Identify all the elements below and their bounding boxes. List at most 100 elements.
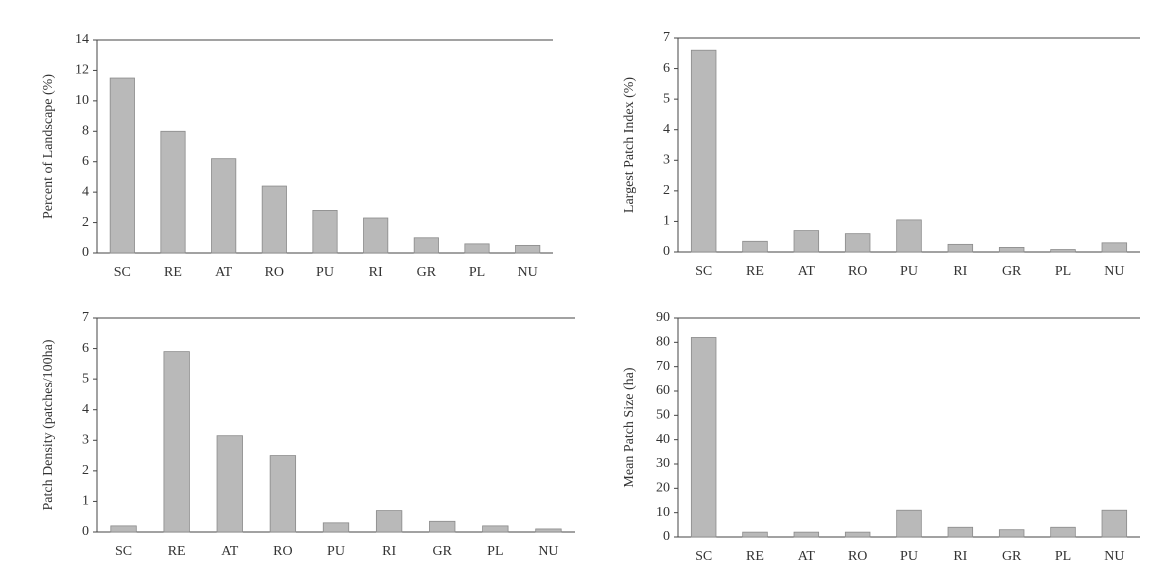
y-tick-label: 5 bbox=[82, 371, 89, 386]
x-tick-label: SC bbox=[695, 549, 712, 564]
x-tick-label: PL bbox=[487, 544, 503, 559]
bar bbox=[793, 230, 820, 253]
x-tick-label: PU bbox=[316, 265, 334, 280]
bar bbox=[269, 455, 297, 533]
bar bbox=[429, 520, 456, 533]
x-tick-label: SC bbox=[695, 264, 712, 279]
y-tick-label: 6 bbox=[82, 341, 89, 356]
bar bbox=[482, 525, 509, 533]
y-tick-label: 2 bbox=[82, 215, 89, 230]
x-tick-label: NU bbox=[538, 544, 558, 559]
y-tick-label: 0 bbox=[663, 529, 670, 544]
x-tick-label: RE bbox=[746, 264, 764, 279]
y-tick-label: 12 bbox=[75, 63, 89, 78]
bar bbox=[1050, 526, 1076, 538]
bar bbox=[896, 509, 922, 538]
x-tick-label: PU bbox=[900, 264, 918, 279]
y-tick-label: 2 bbox=[82, 463, 89, 478]
x-tick-label: RI bbox=[369, 265, 383, 280]
x-tick-label: RI bbox=[953, 264, 967, 279]
y-tick-label: 3 bbox=[82, 433, 89, 448]
bar bbox=[947, 526, 974, 538]
chart-panel: 0 10 20 30 40 50 60 70 80 90 Mean Patch Size (ha) S… bbox=[622, 310, 1140, 564]
x-tick-label: AT bbox=[215, 265, 233, 280]
chart-panel: 0 1 2 3 4 5 6 7 Largest Patch Index (%) SC RE AT RO P… bbox=[622, 30, 1140, 279]
bar bbox=[690, 49, 717, 253]
y-tick-label: 14 bbox=[75, 32, 89, 47]
x-tick-label: NU bbox=[518, 265, 538, 280]
x-tick-label: RE bbox=[746, 549, 764, 564]
bar bbox=[515, 244, 541, 254]
x-tick-label: AT bbox=[221, 544, 239, 559]
y-tick-label: 7 bbox=[82, 310, 89, 325]
x-tick-label: RI bbox=[953, 549, 967, 564]
bar bbox=[690, 337, 717, 538]
bar bbox=[413, 237, 439, 254]
y-tick-label: 2 bbox=[663, 183, 670, 198]
x-tick-label: GR bbox=[1002, 264, 1022, 279]
bar bbox=[160, 130, 186, 254]
bar bbox=[1101, 242, 1128, 253]
x-tick-label: SC bbox=[114, 265, 131, 280]
y-tick-label: 30 bbox=[656, 456, 670, 471]
bar bbox=[1050, 249, 1076, 253]
y-tick-label: 70 bbox=[656, 359, 670, 374]
y-tick-label: 7 bbox=[663, 30, 670, 45]
x-tick-label: RI bbox=[382, 544, 396, 559]
bar bbox=[216, 435, 243, 533]
y-tick-label: 10 bbox=[75, 93, 89, 108]
bar bbox=[844, 531, 871, 538]
bar bbox=[211, 158, 237, 254]
x-tick-label: RE bbox=[164, 265, 182, 280]
y-tick-label: 1 bbox=[663, 214, 670, 229]
y-tick-label: 0 bbox=[663, 244, 670, 259]
bar bbox=[312, 209, 338, 254]
x-tick-label: GR bbox=[1002, 549, 1022, 564]
bar bbox=[998, 247, 1025, 253]
x-tick-label: PL bbox=[1055, 264, 1071, 279]
y-axis-label: Mean Patch Size (ha) bbox=[622, 367, 637, 487]
y-axis-label: Percent of Landscape (%) bbox=[41, 74, 56, 219]
y-tick-label: 6 bbox=[82, 154, 89, 169]
x-tick-label: GR bbox=[432, 544, 452, 559]
y-tick-label: 40 bbox=[656, 432, 670, 447]
x-tick-label: AT bbox=[798, 264, 816, 279]
y-tick-label: 10 bbox=[656, 505, 670, 520]
bar bbox=[742, 240, 768, 253]
y-tick-label: 60 bbox=[656, 383, 670, 398]
x-tick-label: SC bbox=[115, 544, 132, 559]
x-tick-label: NU bbox=[1104, 264, 1124, 279]
x-tick-label: AT bbox=[798, 549, 816, 564]
bar bbox=[322, 522, 350, 533]
x-tick-label: RO bbox=[265, 265, 284, 280]
bar bbox=[896, 219, 922, 253]
bar bbox=[363, 217, 389, 254]
x-tick-label: RO bbox=[273, 544, 292, 559]
y-tick-label: 4 bbox=[82, 184, 89, 199]
y-axis-label: Largest Patch Index (%) bbox=[622, 77, 637, 214]
y-tick-label: 50 bbox=[656, 408, 670, 423]
y-tick-label: 5 bbox=[663, 91, 670, 106]
y-tick-label: 6 bbox=[663, 61, 670, 76]
y-tick-label: 3 bbox=[663, 153, 670, 168]
chart-panel: 0 2 4 6 8 10 12 14 Percent of Landscape (%) SC RE A… bbox=[41, 32, 553, 280]
y-tick-label: 4 bbox=[663, 122, 670, 137]
y-axis-label: Patch Density (patches/100ha) bbox=[41, 339, 56, 510]
bar bbox=[110, 525, 137, 533]
bar bbox=[742, 531, 768, 538]
chart-panel: 0 1 2 3 4 5 6 7 Patch Density (patches/100ha) SC R… bbox=[41, 310, 575, 559]
y-tick-label: 8 bbox=[82, 124, 89, 139]
x-tick-label: RE bbox=[168, 544, 186, 559]
y-tick-label: 1 bbox=[82, 494, 89, 509]
y-tick-label: 20 bbox=[656, 481, 670, 496]
x-tick-label: PU bbox=[327, 544, 345, 559]
bar bbox=[163, 351, 190, 533]
bar bbox=[998, 529, 1025, 538]
bar bbox=[535, 528, 562, 533]
bar bbox=[844, 233, 871, 253]
bar bbox=[464, 243, 490, 254]
x-tick-label: PL bbox=[469, 265, 485, 280]
x-tick-label: PL bbox=[1055, 549, 1071, 564]
bar bbox=[947, 243, 974, 253]
y-tick-label: 4 bbox=[82, 402, 89, 417]
